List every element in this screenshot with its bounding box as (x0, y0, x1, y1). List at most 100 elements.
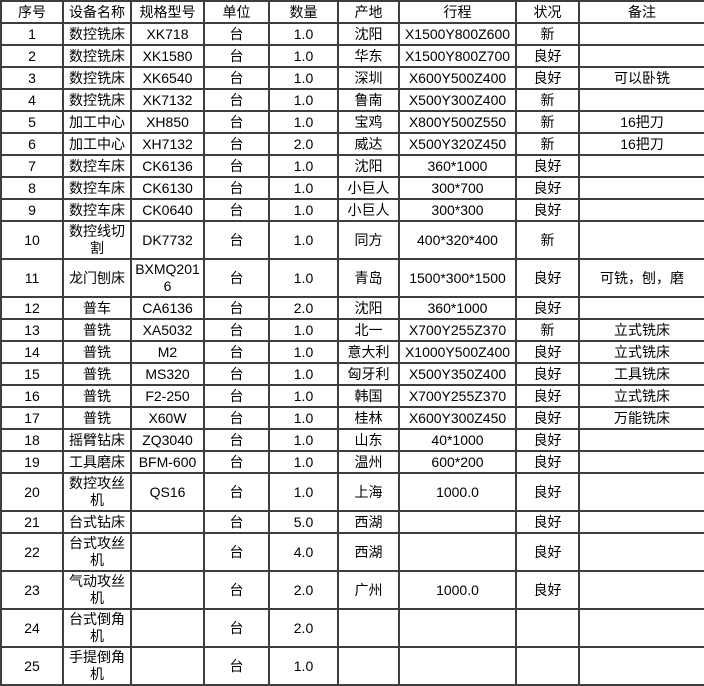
table-cell: 9 (0, 198, 64, 222)
table-cell (130, 510, 205, 534)
table-cell (578, 154, 704, 178)
table-cell: 数控车床 (62, 154, 132, 178)
table-cell (398, 510, 517, 534)
table-cell: 2.0 (268, 296, 339, 320)
table-cell: 台 (203, 362, 270, 386)
table-row: 23 气动攻丝机 台 2.0 广州 1000.0 良好 (0, 570, 704, 610)
table-cell: 数控车床 (62, 198, 132, 222)
table-cell: 可以卧铣 (578, 66, 704, 90)
table-row: 24 台式倒角机 台 2.0 (0, 608, 704, 648)
table-cell: 台 (203, 450, 270, 474)
table-cell: BFM-600 (130, 450, 205, 474)
table-cell: 台 (203, 608, 270, 648)
table-body: 1 数控铣床 XK718 台 1.0 沈阳 X1500Y800Z600 新 2 数控铣床 XK158… (0, 22, 704, 686)
table-cell: 韩国 (337, 384, 400, 408)
table-row: 20 数控攻丝机 QS16 台 1.0 上海 1000.0 良好 (0, 472, 704, 512)
table-cell: CK6130 (130, 176, 205, 200)
table-cell: 360*1000 (398, 154, 517, 178)
table-cell: 台 (203, 428, 270, 452)
table-cell: ZQ3040 (130, 428, 205, 452)
table-cell: 新 (515, 132, 580, 156)
table-cell (130, 532, 205, 572)
table-cell: 普铣 (62, 406, 132, 430)
table-cell: 良好 (515, 362, 580, 386)
table-cell: 14 (0, 340, 64, 364)
table-row: 10 数控线切割 DK7732 台 1.0 同方 400*320*400 新 (0, 220, 704, 260)
table-cell: 12 (0, 296, 64, 320)
table-cell: XH850 (130, 110, 205, 134)
table-cell: 台 (203, 88, 270, 112)
header-cell-index: 序号 (0, 0, 64, 24)
table-cell: X800Y500Z550 (398, 110, 517, 134)
table-cell: 1.0 (268, 110, 339, 134)
table-cell: 沈阳 (337, 22, 400, 46)
table-cell: 万能铣床 (578, 406, 704, 430)
table-row: 2 数控铣床 XK1580 台 1.0 华东 X1500Y800Z700 良好 (0, 44, 704, 68)
table-cell: X700Y255Z370 (398, 318, 517, 342)
table-cell: 威达 (337, 132, 400, 156)
table-row: 13 普铣 XA5032 台 1.0 北一 X700Y255Z370 新立式铣床 (0, 318, 704, 342)
table-cell: 4 (0, 88, 64, 112)
table-cell: 1.0 (268, 198, 339, 222)
table-cell: 11 (0, 258, 64, 298)
table-cell: F2-250 (130, 384, 205, 408)
table-cell: XH7132 (130, 132, 205, 156)
table-cell: XK6540 (130, 66, 205, 90)
table-cell (578, 88, 704, 112)
table-cell (398, 532, 517, 572)
table-cell: 17 (0, 406, 64, 430)
header-cell-origin: 产地 (337, 0, 400, 24)
table-cell: CK6136 (130, 154, 205, 178)
table-row: 5 加工中心 XH850 台 1.0 宝鸡 X800Y500Z550 新 16把刀 (0, 110, 704, 134)
table-cell: 台 (203, 44, 270, 68)
table-cell: 手提倒角机 (62, 646, 132, 686)
table-cell: 青岛 (337, 258, 400, 298)
table-cell: 温州 (337, 450, 400, 474)
table-cell: 台 (203, 154, 270, 178)
table-cell: 西湖 (337, 532, 400, 572)
table-cell: 摇臂钻床 (62, 428, 132, 452)
table-cell: 360*1000 (398, 296, 517, 320)
table-cell: QS16 (130, 472, 205, 512)
table-cell: CA6136 (130, 296, 205, 320)
table-cell (578, 296, 704, 320)
table-cell: 数控铣床 (62, 66, 132, 90)
table-cell: 华东 (337, 44, 400, 68)
table-cell: CK0640 (130, 198, 205, 222)
table-row: 15 普铣 MS320 台 1.0 匈牙利 X500Y350Z400 良好 工具铣床 (0, 362, 704, 386)
table-cell: 台式钻床 (62, 510, 132, 534)
table-cell: 2.0 (268, 608, 339, 648)
table-cell: 良好 (515, 570, 580, 610)
table-cell: 1.0 (268, 428, 339, 452)
table-cell: 新 (515, 220, 580, 260)
table-cell: 2.0 (268, 132, 339, 156)
table-cell: X500Y300Z400 (398, 88, 517, 112)
table-cell: 台 (203, 132, 270, 156)
table-cell: 新 (515, 88, 580, 112)
table-cell: 数控线切割 (62, 220, 132, 260)
table-cell: 5.0 (268, 510, 339, 534)
table-cell: 300*700 (398, 176, 517, 200)
table-cell: 1.0 (268, 44, 339, 68)
table-cell: 1.0 (268, 154, 339, 178)
table-cell (515, 646, 580, 686)
table-cell: 1.0 (268, 66, 339, 90)
table-cell: 数控攻丝机 (62, 472, 132, 512)
table-cell: 普铣 (62, 384, 132, 408)
table-cell: 台 (203, 318, 270, 342)
table-cell: 1.0 (268, 258, 339, 298)
table-cell: X1500Y800Z600 (398, 22, 517, 46)
table-cell: 普铣 (62, 318, 132, 342)
header-cell-model: 规格型号 (130, 0, 205, 24)
table-cell: 22 (0, 532, 64, 572)
table-row: 7 数控车床 CK6136 台 1.0 沈阳 360*1000 良好 (0, 154, 704, 178)
table-cell (130, 570, 205, 610)
table-cell: X500Y320Z450 (398, 132, 517, 156)
table-cell: 16 (0, 384, 64, 408)
table-cell: 立式铣床 (578, 318, 704, 342)
table-row: 25 手提倒角机 台 1.0 (0, 646, 704, 686)
table-cell: 良好 (515, 44, 580, 68)
table-cell: 1000.0 (398, 472, 517, 512)
table-cell: 1.0 (268, 362, 339, 386)
table-cell: 良好 (515, 450, 580, 474)
